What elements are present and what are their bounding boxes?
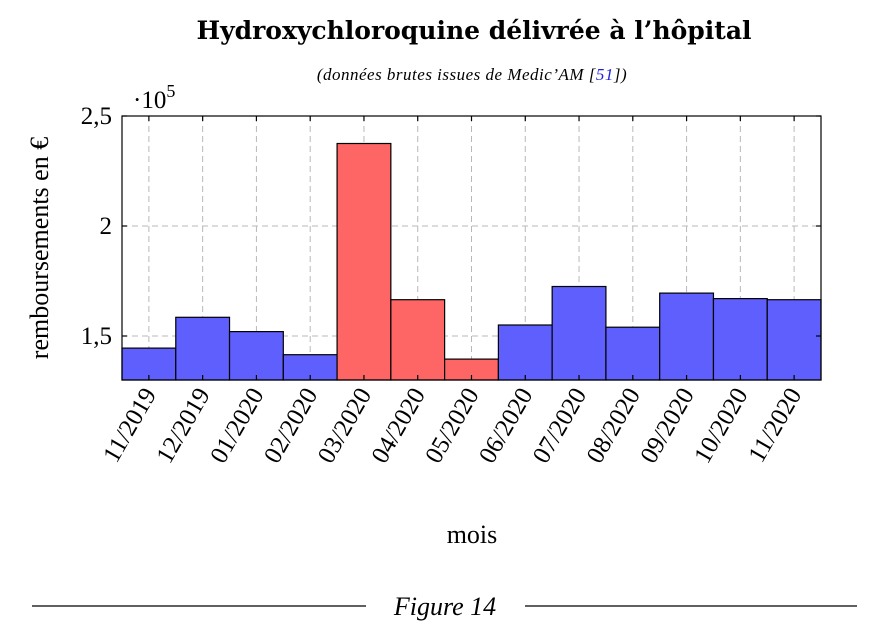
chart-title: Hydroxychloroquine délivrée à l’hôpital [196,16,751,45]
bar-08-2020 [605,326,661,381]
bar-03-2020 [336,142,392,381]
bar-11-2020 [766,299,822,381]
chart-subtitle: (données brutes issues de Medic’AM [51]) [317,65,627,84]
figure-caption: Figure 14 [393,592,496,621]
y-axis-label: remboursements en € [25,137,54,359]
x-tick-label: 10/2020 [689,384,753,468]
y-tick-label: 2 [100,213,113,240]
bar-01-2020 [228,331,284,381]
y-scale-label: ·105 [133,81,175,114]
subtitle-text-end: ]) [613,65,627,84]
bar-10-2020 [712,298,768,381]
y-tick-label: 1,5 [81,323,112,350]
x-tick-label: 11/2020 [743,384,807,468]
bar-06-2020 [497,324,553,381]
bar-09-2020 [659,292,715,381]
bar-07-2020 [551,285,607,381]
bars [121,142,822,381]
subtitle-text: (données brutes issues de Medic’AM [ [317,65,597,84]
plot-frame [121,115,822,381]
bar-12-2019 [175,316,231,381]
bar-04-2020 [390,299,446,381]
reference-link[interactable]: 51 [596,65,614,84]
x-ticks: 11/201912/201901/202002/202003/202004/20… [98,116,807,468]
x-axis-label: mois [447,520,498,549]
y-tick-label: 2,5 [81,103,112,130]
y-scale-prefix: ·10 [133,87,166,114]
y-scale-exponent: 5 [166,81,175,101]
y-ticks: 1,5 2 2,5 [81,103,821,350]
